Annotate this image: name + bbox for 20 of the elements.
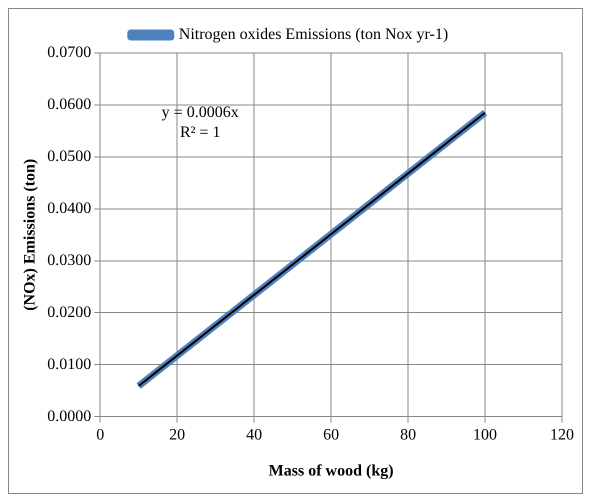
y-axis-title: (NOx) Emissions (ton) [22,158,39,311]
legend-label: Nitrogen oxides Emissions (ton Nox yr-1) [178,26,448,44]
y-tick-label: 0.0000 [47,408,92,425]
y-tick-label: 0.0300 [47,252,92,269]
y-tick-label: 0.0500 [47,148,92,166]
x-tick-label: 20 [169,426,186,444]
y-tick-label: 0.0700 [47,44,92,62]
x-tick-label: 40 [246,426,262,444]
x-tick-label: 120 [550,426,574,444]
x-tick-label: 60 [323,426,340,444]
x-tick-label: 80 [400,426,416,444]
annotation: y = 0.0006x [162,104,239,122]
y-tick-label: 0.0100 [47,356,92,373]
x-tick-label: 0 [96,426,104,444]
annotation: R² = 1 [180,124,220,142]
y-tick-label: 0.0200 [47,304,92,321]
y-tick-label: 0.0600 [47,96,92,114]
x-tick-label: 100 [473,426,498,444]
x-axis-title: Mass of wood (kg) [268,462,394,480]
y-tick-label: 0.0400 [47,200,92,218]
